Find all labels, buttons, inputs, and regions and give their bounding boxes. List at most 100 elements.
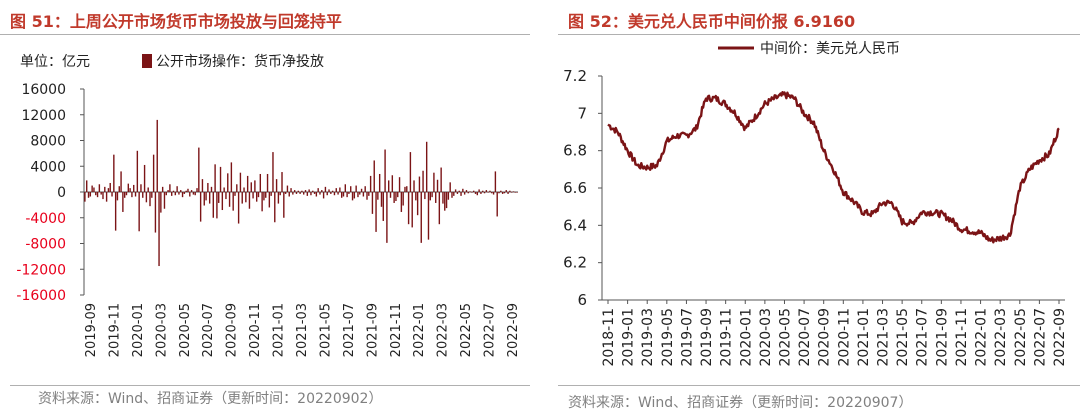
left-bar bbox=[187, 188, 189, 192]
left-bar bbox=[491, 192, 493, 194]
right-x-tick-label: 2022-03 bbox=[993, 308, 1009, 367]
right-x-tick-label: 2020-09 bbox=[817, 308, 833, 367]
left-chart-title: 图 51：上周公开市场货币市场投放与回笼持平 bbox=[10, 12, 342, 31]
left-bar bbox=[463, 192, 466, 195]
right-x-tick-label: 2021-11 bbox=[954, 308, 970, 367]
left-bar bbox=[350, 186, 352, 192]
left-bar-chart: 单位：亿元 公开市场操作：货币净投放 16000 12000 8000 4000 0 -4… bbox=[16, 53, 521, 357]
right-title-divider bbox=[558, 34, 1080, 35]
left-bar bbox=[433, 172, 435, 192]
left-bar bbox=[380, 192, 383, 207]
left-bar bbox=[440, 167, 442, 192]
left-bar bbox=[196, 188, 198, 192]
left-bar bbox=[180, 190, 182, 192]
left-bar bbox=[360, 188, 363, 192]
left-bar bbox=[246, 175, 249, 192]
left-bar bbox=[498, 192, 500, 194]
left-footer-divider bbox=[10, 385, 530, 386]
left-bar bbox=[122, 192, 124, 212]
left-bar bbox=[346, 192, 348, 198]
left-bar bbox=[102, 192, 104, 200]
left-bar bbox=[145, 192, 148, 203]
left-x-tick-label: 2022-01 bbox=[412, 303, 427, 357]
left-y-tick-label: 12000 bbox=[21, 108, 66, 124]
left-bar bbox=[252, 192, 254, 199]
left-bar bbox=[248, 192, 251, 209]
left-bar bbox=[133, 184, 135, 192]
left-bar bbox=[138, 192, 140, 232]
left-bar bbox=[230, 162, 233, 192]
left-bar bbox=[516, 192, 518, 193]
right-y-tick-label: 7 bbox=[577, 104, 587, 122]
left-bar bbox=[333, 192, 336, 196]
left-bar bbox=[485, 190, 488, 192]
left-bar bbox=[388, 180, 390, 192]
left-x-tick-label: 2021-07 bbox=[342, 303, 357, 357]
left-bar bbox=[272, 152, 274, 192]
left-bar bbox=[257, 192, 260, 198]
left-bar bbox=[500, 190, 502, 192]
left-bar bbox=[127, 183, 130, 192]
left-bar bbox=[326, 192, 328, 196]
left-bar bbox=[478, 189, 480, 192]
left-bar bbox=[359, 192, 361, 195]
left-bar bbox=[335, 188, 337, 192]
left-bar bbox=[510, 192, 513, 193]
left-bar bbox=[319, 192, 321, 195]
left-bar bbox=[114, 192, 117, 231]
left-unit-label: 单位：亿元 bbox=[20, 54, 90, 70]
left-x-tick-label: 2022-09 bbox=[506, 303, 521, 357]
left-bar bbox=[151, 192, 153, 198]
right-x-tick-label: 2019-09 bbox=[699, 308, 715, 367]
left-bar bbox=[160, 192, 162, 213]
left-bar bbox=[156, 119, 158, 192]
right-x-tick-label: 2020-03 bbox=[758, 308, 774, 367]
left-x-tick-label: 2020-05 bbox=[178, 303, 193, 357]
left-bar bbox=[205, 192, 207, 201]
left-bar bbox=[207, 182, 209, 192]
left-bar bbox=[181, 192, 184, 198]
left-bar bbox=[317, 188, 319, 192]
left-bar bbox=[140, 184, 142, 192]
left-bar bbox=[321, 190, 323, 192]
right-source-note: 资料来源：Wind、招商证券（更新时间：20220907） bbox=[568, 395, 913, 411]
left-bar bbox=[373, 160, 375, 192]
right-y-tick-label: 6.2 bbox=[563, 254, 587, 272]
left-bar bbox=[203, 192, 205, 206]
left-bar bbox=[221, 192, 224, 211]
left-bar bbox=[324, 186, 327, 192]
left-bar bbox=[189, 192, 191, 197]
left-bar bbox=[425, 141, 428, 192]
left-bar bbox=[395, 192, 397, 202]
left-bar bbox=[364, 186, 366, 192]
left-bar bbox=[467, 192, 469, 194]
left-y-tick-label: 8000 bbox=[30, 134, 66, 150]
right-x-tick-label: 2019-07 bbox=[679, 308, 695, 367]
left-bar bbox=[509, 190, 511, 192]
left-bar bbox=[409, 152, 412, 192]
left-bar bbox=[116, 192, 119, 201]
left-bar bbox=[210, 186, 213, 192]
left-y-tick-label: -12000 bbox=[16, 262, 66, 278]
left-bar bbox=[400, 192, 403, 212]
left-bar bbox=[393, 192, 395, 203]
right-panel: 图 52：美元兑人民币中间价报 6.9160 中间价：美元兑人民币 7.2 7 6.… bbox=[540, 0, 1080, 418]
left-bar bbox=[458, 190, 460, 192]
left-bar bbox=[308, 189, 310, 192]
right-x-tick-label: 2021-07 bbox=[915, 308, 931, 367]
left-bar bbox=[109, 182, 111, 192]
right-footer-divider bbox=[558, 385, 1080, 386]
left-bar bbox=[227, 173, 229, 192]
left-bar bbox=[234, 192, 236, 196]
left-bar bbox=[183, 192, 186, 194]
left-bar bbox=[239, 172, 242, 192]
left-bar bbox=[274, 192, 276, 223]
left-bar bbox=[275, 179, 278, 192]
left-bar bbox=[315, 192, 318, 197]
left-bar bbox=[496, 192, 498, 217]
left-bar bbox=[167, 190, 169, 192]
left-bar bbox=[288, 192, 290, 197]
left-bar bbox=[306, 192, 309, 196]
left-bar bbox=[462, 188, 464, 192]
right-x-tick-label: 2021-09 bbox=[934, 308, 950, 367]
